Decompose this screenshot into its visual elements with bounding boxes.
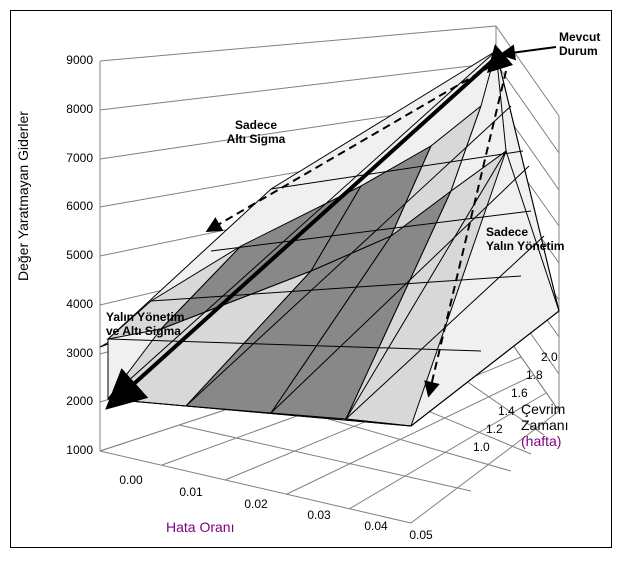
z-ticks: 1000 2000 3000 4000 5000 6000 7000 8000 … (66, 53, 93, 457)
svg-text:0.00: 0.00 (119, 473, 143, 487)
z-axis-title: Değer Yaratmayan Giderler (15, 111, 31, 281)
svg-text:4000: 4000 (66, 297, 93, 311)
svg-text:5000: 5000 (66, 248, 93, 262)
svg-text:0.05: 0.05 (409, 528, 433, 542)
chart-svg: 1000 2000 3000 4000 5000 6000 7000 8000 … (11, 11, 611, 547)
x-axis-title: Hata Oranı (166, 519, 234, 535)
y-axis-title: Çevrim Zamanı (hafta) (521, 401, 611, 449)
svg-text:7000: 7000 (66, 151, 93, 165)
svg-text:9000: 9000 (66, 53, 93, 67)
svg-text:0.02: 0.02 (244, 497, 268, 511)
svg-text:6000: 6000 (66, 199, 93, 213)
svg-text:3000: 3000 (66, 346, 93, 360)
svg-text:1.8: 1.8 (526, 368, 543, 382)
svg-text:0.04: 0.04 (364, 519, 388, 533)
svg-text:MevcutDurum: MevcutDurum (559, 30, 600, 58)
svg-text:1.4: 1.4 (498, 404, 515, 418)
svg-text:0.01: 0.01 (179, 485, 203, 499)
svg-text:8000: 8000 (66, 102, 93, 116)
svg-text:1000: 1000 (66, 443, 93, 457)
svg-text:1.6: 1.6 (511, 386, 528, 400)
svg-text:SadeceYalın Yönetim: SadeceYalın Yönetim (486, 225, 564, 253)
svg-text:2000: 2000 (66, 394, 93, 408)
chart-frame: { "chart": { "type": "3d-surface", "back… (0, 0, 634, 566)
svg-text:SadeceAltı Sigma: SadeceAltı Sigma (227, 118, 286, 146)
svg-text:1.2: 1.2 (486, 422, 503, 436)
svg-text:1.0: 1.0 (473, 440, 490, 454)
svg-text:2.0: 2.0 (541, 350, 558, 364)
chart-border: { "chart": { "type": "3d-surface", "back… (10, 10, 612, 548)
svg-text:Yalın Yönetimve Altı Sigma: Yalın Yönetimve Altı Sigma (106, 310, 184, 338)
svg-text:0.03: 0.03 (307, 508, 331, 522)
